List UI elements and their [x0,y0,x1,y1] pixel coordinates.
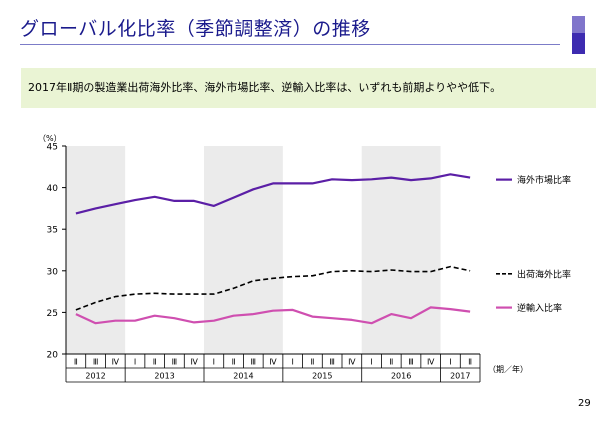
quarter-label: Ⅰ [292,358,294,367]
series-lines [75,173,471,325]
chart-labels: 20 25 30 35 40 45（%） Ⅱ Ⅲ Ⅳ Ⅰ Ⅱ Ⅲ Ⅳ Ⅰ Ⅱ Ⅲ Ⅳ Ⅰ Ⅱ Ⅲ Ⅳ Ⅰ Ⅱ Ⅲ Ⅳ Ⅰ Ⅱ 2012… [38,134,571,381]
quarter-label: Ⅱ [310,358,314,367]
quarter-label: Ⅲ [408,358,414,367]
legend-overseas-market-label: 海外市場比率 [517,174,571,186]
year-label: 2013 [154,372,174,381]
x-unit-label: （期／年） [488,364,528,374]
quarter-label: Ⅱ [389,358,393,367]
quarter-label: Ⅱ [74,358,78,367]
corner-tab-decoration [572,16,585,54]
quarter-label: Ⅲ [251,358,257,367]
legend-reverse-import-label: 逆輸入比率 [517,302,562,314]
quarter-label: Ⅰ [370,358,372,367]
year-band [66,146,126,354]
y-tick-label: 40 [47,184,59,194]
quarter-label: Ⅰ [449,358,451,367]
year-label: 2016 [391,372,411,381]
y-tick-label: 45 [47,143,58,153]
quarter-label: Ⅲ [93,358,99,367]
quarter-label: Ⅳ [427,358,435,367]
axes [62,145,481,383]
year-band [204,146,283,354]
year-label: 2012 [85,372,105,381]
y-tick-label: 30 [47,267,59,277]
series-line [75,173,471,215]
quarter-label: Ⅰ [213,358,215,367]
slide-title: グローバル化比率（季節調整済）の推移 [20,18,371,40]
y-tick-label: 20 [47,351,59,361]
quarter-label: Ⅱ [153,358,157,367]
legend-overseas-shipment-label: 出荷海外比率 [517,268,571,280]
quarter-label: Ⅳ [269,358,277,367]
series-line [75,306,471,325]
quarter-label: Ⅳ [348,358,356,367]
y-tick-label: 25 [47,309,58,319]
page-number: 29 [578,398,591,409]
quarter-label: Ⅲ [172,358,178,367]
quarter-label: Ⅰ [134,358,136,367]
series-line [75,265,471,311]
y-tick-label: 35 [47,226,58,236]
title-underline [20,44,560,45]
summary-box: 2017年Ⅱ期の製造業出荷海外比率、海外市場比率、逆輸入比率は、いずれも前期より… [21,68,596,108]
year-label: 2015 [312,372,332,381]
year-label: 2014 [233,372,253,381]
year-band [361,146,441,354]
quarter-label: Ⅱ [468,358,472,367]
quarter-label: Ⅲ [329,358,335,367]
year-label: 2017 [450,372,470,381]
quarter-label: Ⅱ [232,358,236,367]
y-unit-label: （%） [38,134,62,143]
quarter-label: Ⅳ [112,358,120,367]
quarter-label: Ⅳ [190,358,198,367]
